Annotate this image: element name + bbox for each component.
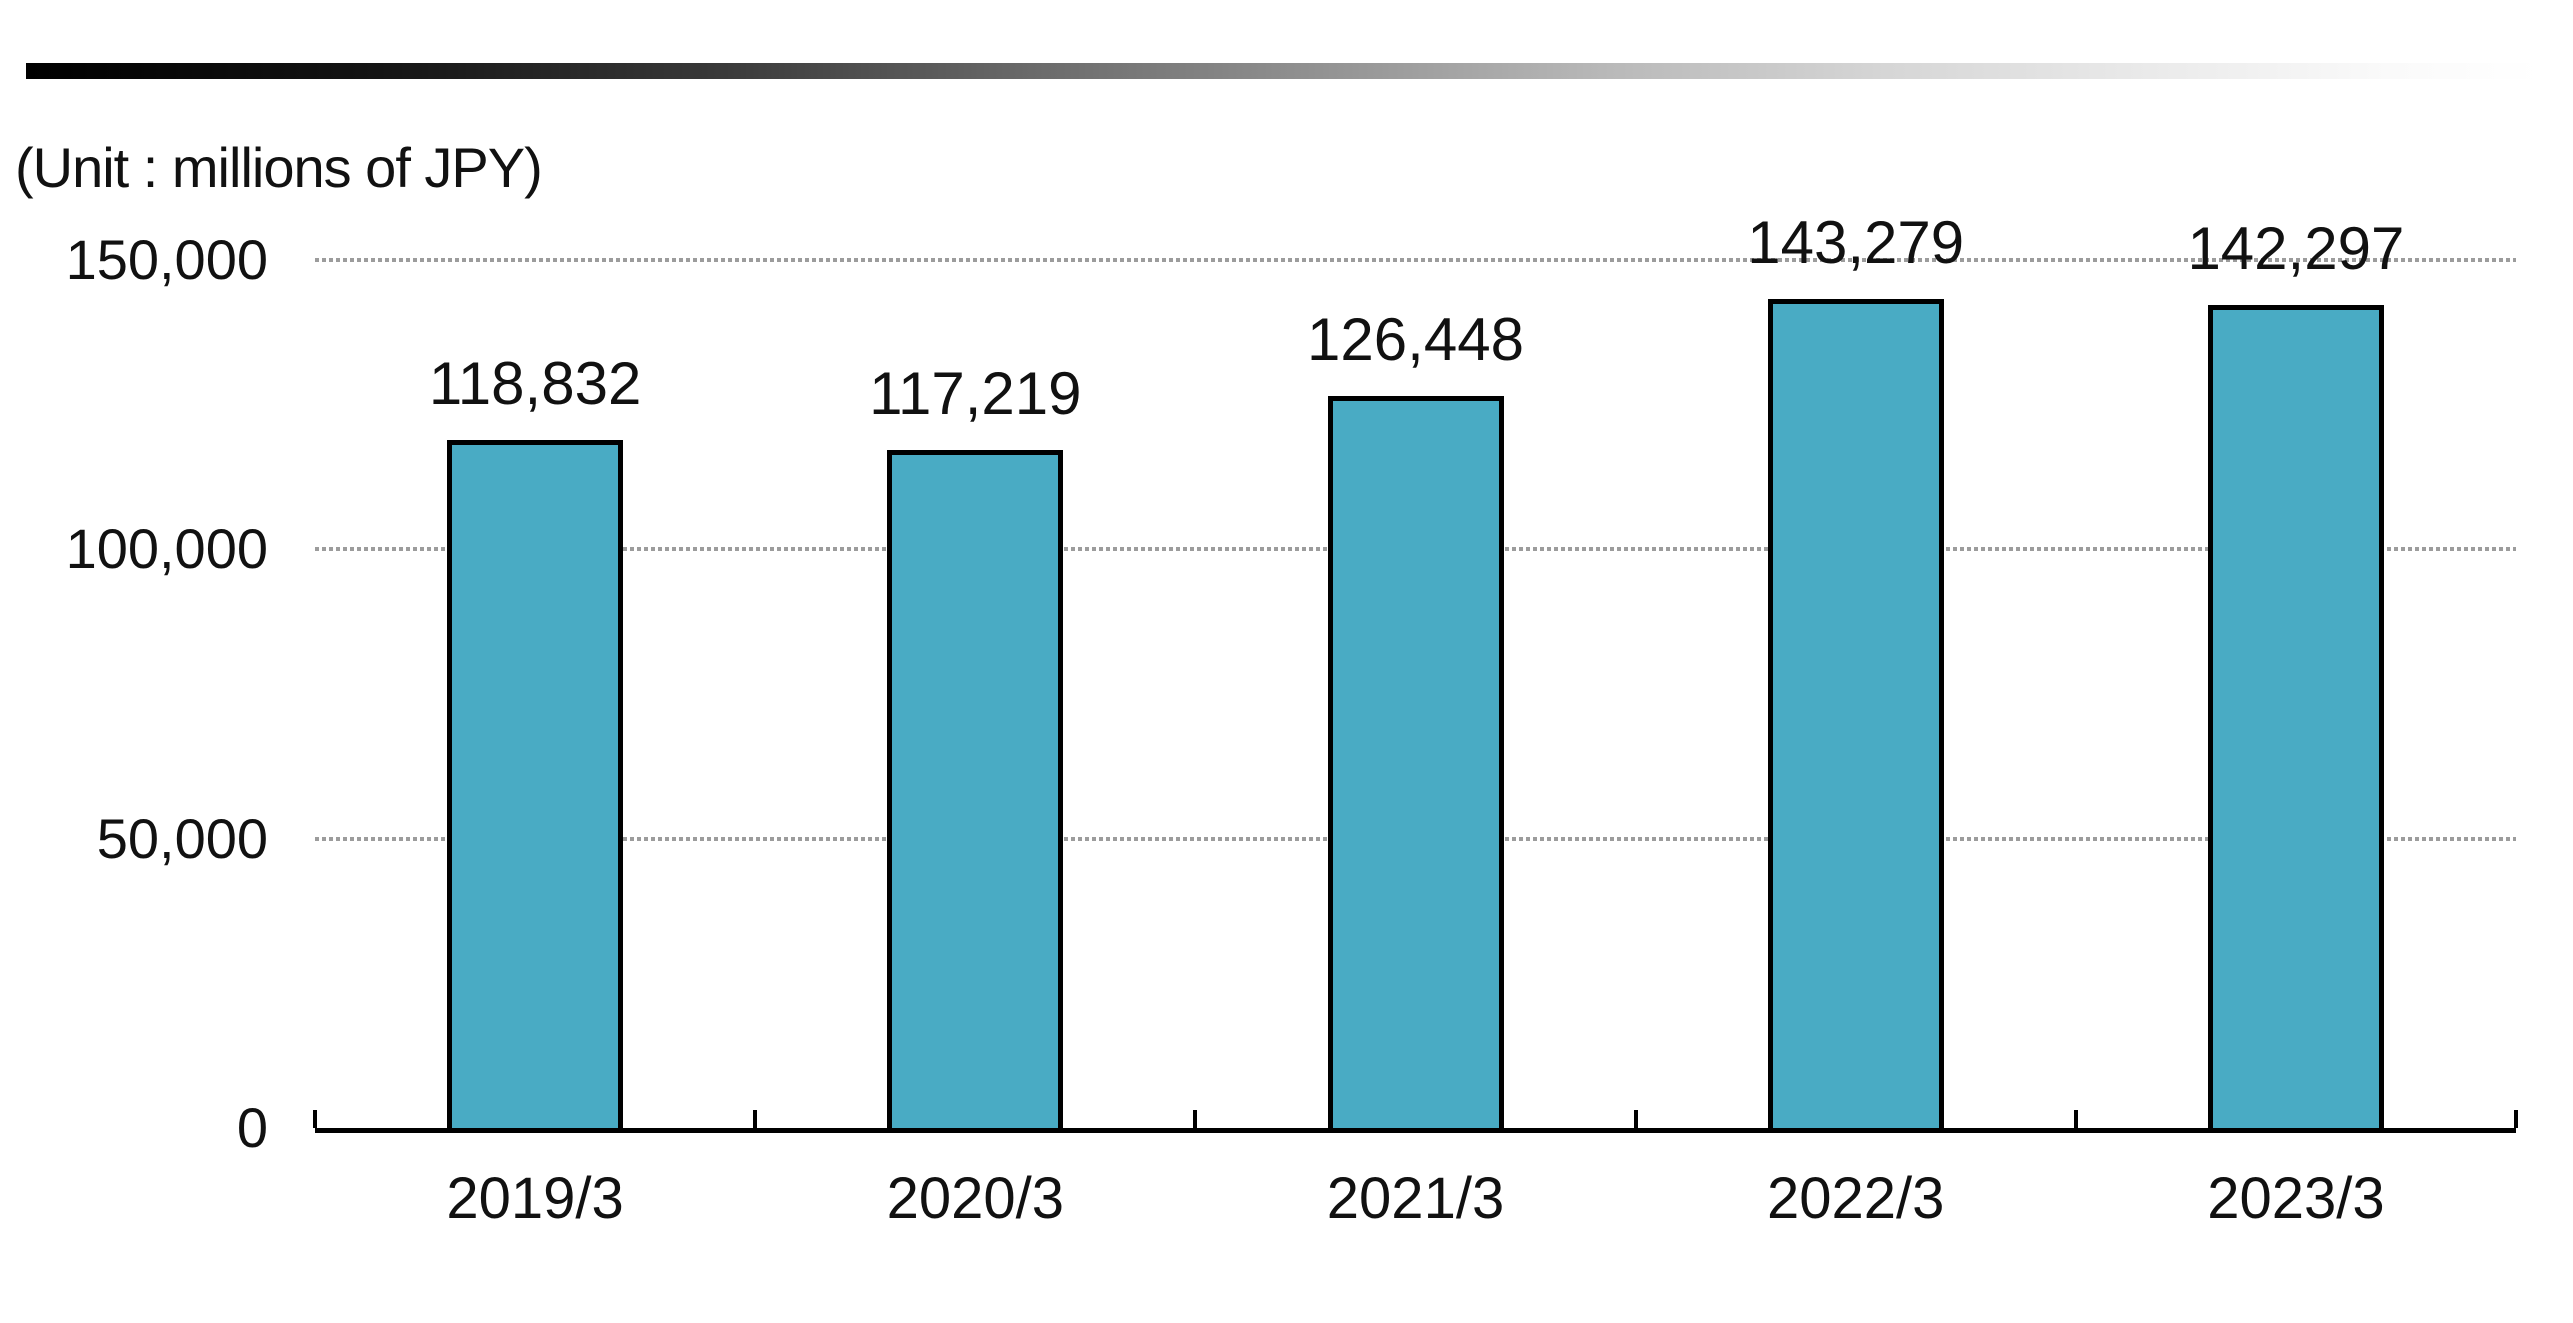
y-axis-labels: 150,000 100,000 50,000 0 (0, 228, 268, 1159)
bar-value-label: 143,279 (1747, 208, 1965, 276)
gridline-150,000 (315, 258, 2516, 262)
x-tick-label: 2022/3 (1766, 1166, 1945, 1231)
top-gradient-rule (26, 63, 2540, 79)
axis-boundary-tick (753, 1110, 758, 1128)
bar-value-label: 118,832 (428, 350, 642, 418)
bar-2019/3 (447, 440, 624, 1128)
axis-boundary-tick (1193, 1110, 1198, 1128)
bar-2022/3 (1767, 298, 1944, 1128)
x-tick-label: 2019/3 (446, 1166, 624, 1231)
y-tick-label: 100,000 (65, 517, 268, 581)
y-tick-label: 0 (236, 1096, 268, 1159)
axis-boundary-tick (313, 1110, 317, 1128)
x-axis-line (315, 1128, 2516, 1133)
unit-label: (Unit : millions of JPY) (15, 136, 543, 199)
x-tick-label: 2020/3 (886, 1166, 1064, 1231)
x-tick-label: 2021/3 (1326, 1166, 1505, 1231)
bar-2020/3 (887, 449, 1064, 1128)
x-tick-label: 2023/3 (2207, 1166, 2385, 1231)
axis-boundary-tick (2073, 1110, 2078, 1128)
y-tick-label: 150,000 (65, 228, 268, 291)
bar-value-label: 126,448 (1307, 306, 1524, 374)
axis-boundary-tick (1633, 1110, 1638, 1128)
bar-value-label: 117,219 (869, 359, 1082, 427)
y-tick-label: 50,000 (96, 806, 268, 870)
axis-boundary-tick (2514, 1110, 2518, 1128)
bar-2023/3 (2207, 304, 2384, 1128)
plot-area: 118,832 117,219 126,448 143,279 142,297 (315, 210, 2516, 1128)
bar-value-label: 142,297 (2187, 214, 2405, 282)
bar-2021/3 (1327, 396, 1504, 1128)
x-axis-labels: 2019/3 2020/3 2021/3 2022/3 2023/3 (315, 1164, 2516, 1254)
